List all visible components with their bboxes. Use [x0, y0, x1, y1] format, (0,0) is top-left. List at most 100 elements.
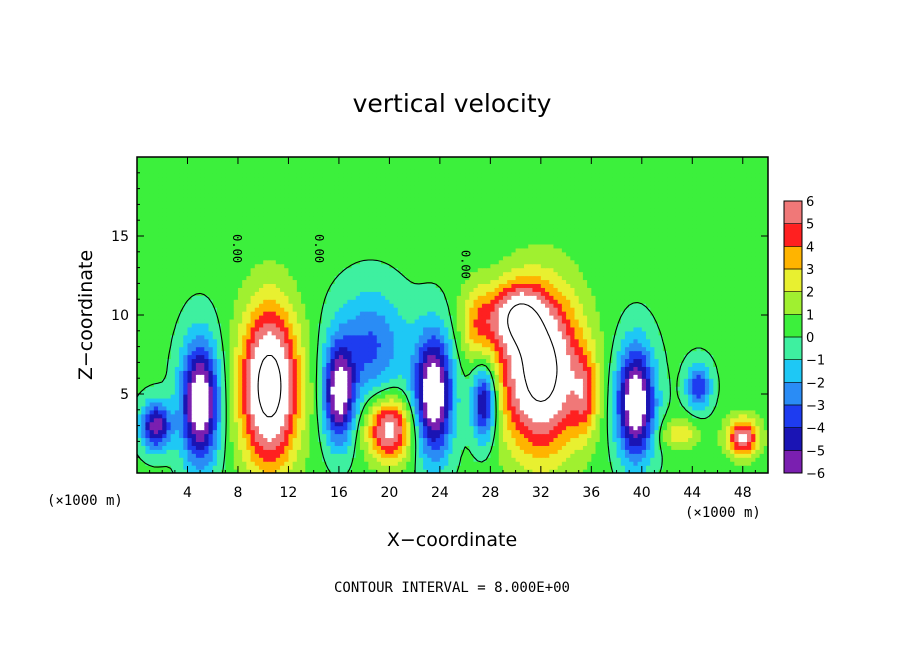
field-cell: [427, 429, 433, 435]
field-cell: [317, 405, 323, 411]
field-cell: [393, 429, 399, 435]
field-cell: [246, 378, 252, 383]
field-cell: [460, 437, 466, 442]
field-cell: [549, 358, 555, 363]
field-cell: [713, 437, 719, 442]
field-cell: [616, 429, 622, 435]
field-cell: [166, 342, 172, 348]
field-cell: [595, 441, 601, 446]
field-cell: [473, 469, 479, 473]
field-cell: [141, 413, 147, 419]
field-cell: [751, 350, 756, 356]
field-cell: [667, 342, 672, 348]
field-cell: [574, 457, 580, 462]
field-cell: [662, 461, 668, 466]
field-cell: [322, 397, 327, 403]
field-cell: [486, 362, 491, 367]
field-cell: [725, 469, 731, 473]
field-cell: [742, 409, 748, 415]
field-cell: [372, 441, 378, 446]
field-cell: [683, 437, 689, 442]
field-cell: [650, 425, 656, 431]
field-cell: [267, 457, 273, 462]
field-cell: [179, 409, 184, 415]
field-cell: [406, 433, 412, 439]
field-cell: [301, 469, 306, 473]
field-cell: [334, 409, 340, 415]
field-cell: [368, 429, 374, 435]
field-cell: [595, 453, 601, 458]
field-cell: [473, 366, 479, 371]
field-cell: [267, 445, 273, 450]
field-cell: [385, 401, 390, 407]
field-cell: [755, 350, 761, 356]
field-cell: [730, 405, 735, 411]
field-cell: [448, 378, 454, 383]
field-cell: [334, 370, 340, 375]
field-cell: [717, 350, 723, 356]
field-cell: [486, 342, 491, 348]
field-cell: [700, 354, 706, 360]
field-cell: [738, 461, 744, 466]
field-cell: [225, 394, 231, 399]
field-cell: [166, 425, 172, 431]
field-cell: [402, 453, 407, 458]
field-cell: [246, 433, 252, 439]
field-cell: [486, 390, 491, 395]
field-cell: [486, 441, 491, 446]
field-cell: [237, 354, 243, 360]
field-cell: [763, 401, 768, 407]
field-cell: [380, 461, 386, 466]
field-cell: [675, 350, 681, 356]
field-cell: [275, 366, 281, 371]
field-cell: [486, 394, 491, 399]
field-cell: [473, 445, 479, 450]
field-cell: [212, 461, 218, 466]
field-cell: [246, 366, 252, 371]
field-cell: [305, 425, 311, 431]
field-cell: [553, 433, 559, 439]
field-cell: [145, 386, 151, 391]
field-cell: [595, 401, 601, 407]
field-cell: [166, 433, 172, 439]
field-cell: [204, 386, 210, 391]
field-cell: [662, 394, 668, 399]
field-cell: [473, 394, 479, 399]
field-cell: [549, 346, 555, 352]
field-cell: [755, 405, 761, 411]
field-cell: [540, 417, 546, 423]
field-cell: [288, 354, 294, 360]
field-cell: [624, 449, 630, 454]
field-cell: [624, 465, 630, 470]
field-cell: [494, 358, 500, 363]
field-cell: [650, 346, 656, 352]
field-cell: [742, 370, 748, 375]
field-cell: [490, 354, 496, 360]
field-cell: [536, 405, 542, 411]
field-cell: [334, 354, 340, 360]
field-cell: [578, 397, 584, 403]
field-cell: [170, 417, 176, 423]
field-cell: [393, 386, 399, 391]
field-cell: [498, 362, 504, 367]
field-cell: [242, 437, 247, 442]
field-cell: [704, 366, 710, 371]
field-cell: [179, 366, 184, 371]
field-cell: [284, 358, 290, 363]
field-cell: [338, 370, 344, 375]
field-cell: [414, 453, 420, 458]
field-cell: [149, 465, 155, 470]
field-cell: [578, 413, 584, 419]
field-cell: [301, 378, 306, 383]
field-cell: [456, 350, 462, 356]
field-cell: [595, 382, 601, 387]
field-cell: [187, 370, 193, 375]
field-cell: [721, 445, 727, 450]
field-cell: [528, 366, 534, 371]
field-cell: [620, 421, 626, 427]
field-cell: [755, 354, 761, 360]
field-cell: [662, 374, 668, 379]
field-cell: [225, 437, 231, 442]
field-cell: [574, 374, 580, 379]
field-cell: [351, 433, 357, 439]
